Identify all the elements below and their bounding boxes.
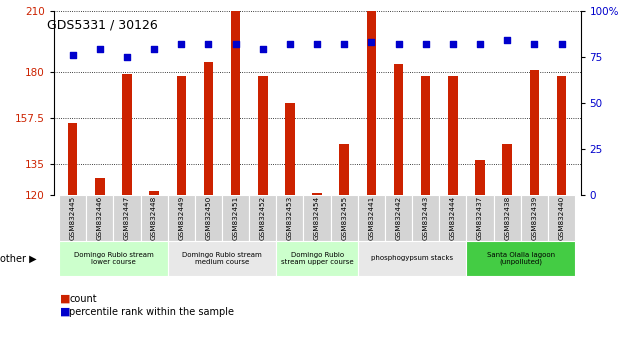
Text: GSM832443: GSM832443 [423, 195, 428, 240]
Bar [276, 195, 304, 241]
Bar [86, 195, 114, 241]
Point [122, 54, 132, 59]
Point [367, 39, 377, 45]
Text: GSM832455: GSM832455 [341, 195, 347, 240]
Bar [114, 195, 141, 241]
Bar [358, 241, 466, 276]
Text: GSM832450: GSM832450 [206, 195, 211, 240]
Bar [177, 76, 186, 195]
Point [475, 41, 485, 47]
Point [95, 46, 105, 52]
Text: GSM832445: GSM832445 [69, 195, 76, 240]
Bar [249, 195, 276, 241]
Bar [204, 62, 213, 195]
Bar [557, 76, 566, 195]
Text: GSM832452: GSM832452 [260, 195, 266, 240]
Text: GSM832447: GSM832447 [124, 195, 130, 240]
Bar [59, 241, 168, 276]
Text: ■: ■ [60, 307, 71, 316]
Bar [141, 195, 168, 241]
Bar [168, 241, 276, 276]
Bar [548, 195, 575, 241]
Text: GSM832454: GSM832454 [314, 195, 320, 240]
Text: GDS5331 / 30126: GDS5331 / 30126 [47, 19, 158, 32]
Point [257, 46, 268, 52]
Bar [276, 241, 358, 276]
Bar [421, 76, 430, 195]
Bar [466, 241, 575, 276]
Bar [59, 195, 86, 241]
Bar [222, 195, 249, 241]
Text: GSM832446: GSM832446 [97, 195, 103, 240]
Text: Domingo Rubio stream
medium course: Domingo Rubio stream medium course [182, 252, 262, 265]
Point [448, 41, 458, 47]
Bar [168, 195, 195, 241]
Text: count: count [69, 294, 97, 304]
Bar [339, 144, 349, 195]
Bar [312, 193, 322, 195]
Text: Santa Olalla lagoon
(unpolluted): Santa Olalla lagoon (unpolluted) [487, 252, 555, 265]
Text: GSM832438: GSM832438 [504, 195, 510, 240]
Text: Domingo Rubio stream
lower course: Domingo Rubio stream lower course [73, 252, 153, 265]
Bar [466, 195, 493, 241]
Point [394, 41, 404, 47]
Bar [150, 190, 159, 195]
Text: GSM832453: GSM832453 [287, 195, 293, 240]
Text: percentile rank within the sample: percentile rank within the sample [69, 307, 234, 316]
Bar [475, 160, 485, 195]
Point [68, 52, 78, 58]
Bar [285, 103, 295, 195]
Text: GSM832448: GSM832448 [151, 195, 157, 240]
Point [421, 41, 431, 47]
Bar [367, 11, 376, 195]
Point [230, 41, 240, 47]
Bar [122, 74, 132, 195]
Bar [358, 195, 385, 241]
Text: GSM832439: GSM832439 [531, 195, 538, 240]
Bar [385, 195, 412, 241]
Bar [412, 195, 439, 241]
Point [312, 41, 322, 47]
Bar [258, 76, 268, 195]
Text: GSM832451: GSM832451 [233, 195, 239, 240]
Bar [304, 195, 331, 241]
Text: GSM832441: GSM832441 [369, 195, 374, 240]
Bar [493, 195, 521, 241]
Text: phosphogypsum stacks: phosphogypsum stacks [371, 256, 453, 261]
Point [149, 46, 159, 52]
Bar [68, 123, 78, 195]
Text: GSM832440: GSM832440 [558, 195, 565, 240]
Bar [529, 70, 539, 195]
Point [203, 41, 213, 47]
Bar [502, 144, 512, 195]
Text: GSM832442: GSM832442 [396, 195, 401, 240]
Text: GSM832444: GSM832444 [450, 195, 456, 240]
Point [557, 41, 567, 47]
Bar [195, 195, 222, 241]
Bar [231, 11, 240, 195]
Text: other ▶: other ▶ [0, 253, 37, 263]
Bar [521, 195, 548, 241]
Point [502, 37, 512, 43]
Text: GSM832437: GSM832437 [477, 195, 483, 240]
Text: ■: ■ [60, 294, 71, 304]
Bar [95, 178, 105, 195]
Point [285, 41, 295, 47]
Bar [331, 195, 358, 241]
Text: GSM832449: GSM832449 [179, 195, 184, 240]
Point [176, 41, 186, 47]
Bar [394, 64, 403, 195]
Bar [448, 76, 457, 195]
Bar [439, 195, 466, 241]
Point [339, 41, 350, 47]
Point [529, 41, 540, 47]
Text: Domingo Rubio
stream upper course: Domingo Rubio stream upper course [281, 252, 353, 265]
